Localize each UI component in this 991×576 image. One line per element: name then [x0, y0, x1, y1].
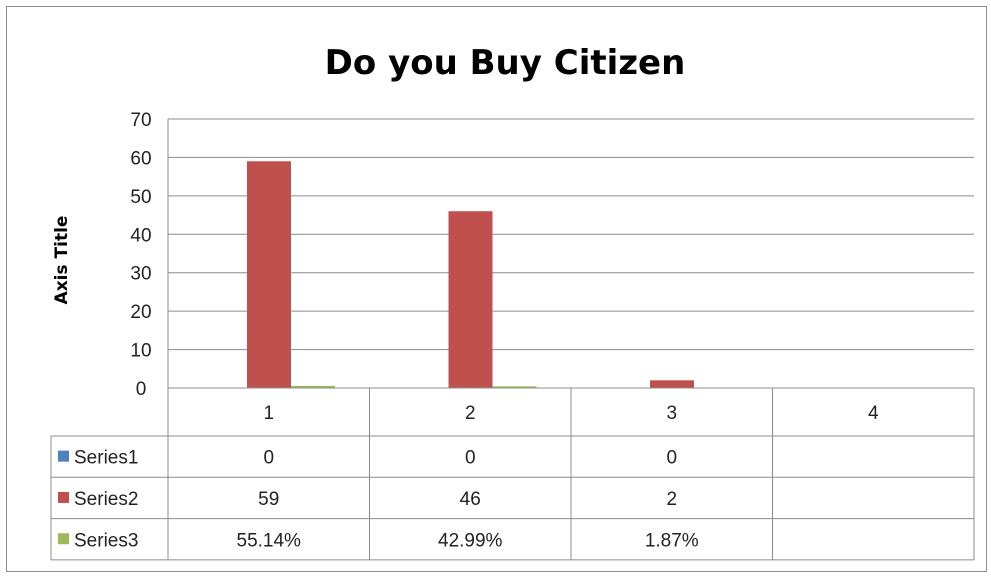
legend-key-series2 — [58, 491, 69, 503]
data-label: 42.99% — [438, 530, 503, 551]
y-tick-label: 40 — [130, 225, 151, 246]
y-tick-labels: 0 10 20 30 40 50 60 70 — [130, 110, 151, 400]
x-tick-label: 4 — [868, 403, 879, 424]
data-label: 0 — [465, 448, 476, 469]
y-tick-label: 10 — [130, 341, 151, 362]
data-label: 1.87% — [645, 530, 699, 551]
y-tick-label: 20 — [130, 302, 151, 323]
bar-series3-1 — [291, 385, 335, 388]
legend-label: Series2 — [74, 489, 138, 510]
data-label: 55.14% — [237, 530, 302, 551]
data-label: 0 — [666, 448, 677, 469]
bar-chart: Do you Buy Citizen Axis Title 0102030405… — [50, 43, 975, 561]
bar-series2-2 — [448, 211, 493, 388]
legend-label: Series3 — [74, 530, 138, 551]
data-label: 59 — [258, 489, 279, 510]
x-tick-label: 1 — [263, 403, 274, 424]
legend-key-series1 — [58, 450, 69, 462]
data-table: 1 2 3 4 Series1 0 0 0 Series2 59 46 2 Series3 55.14% 4… — [50, 387, 975, 561]
chart-title: Do you Buy Citizen — [325, 43, 686, 83]
gridlines — [167, 118, 974, 389]
bar-series2-3 — [650, 380, 694, 388]
chart-frame: Do you Buy Citizen Axis Title 0 10 20 30 40 5… — [6, 6, 987, 572]
y-tick-label: 30 — [130, 264, 151, 285]
x-tick-label: 3 — [666, 403, 677, 424]
bar-series2-1 — [247, 161, 291, 388]
x-tick-label: 2 — [465, 403, 476, 424]
bars — [247, 161, 738, 388]
data-label: 0 — [263, 448, 274, 469]
y-tick-label: 60 — [130, 148, 151, 169]
data-label: 2 — [666, 489, 677, 510]
y-tick-label: 70 — [130, 110, 151, 131]
legend-key-series3 — [58, 533, 69, 545]
y-axis-title: Axis Title — [52, 216, 72, 305]
data-label: 46 — [460, 489, 481, 510]
y-tick-label: 0 — [136, 379, 147, 400]
y-tick-label: 50 — [130, 187, 151, 208]
legend-label: Series1 — [74, 448, 138, 469]
bar-series3-2 — [492, 386, 537, 388]
